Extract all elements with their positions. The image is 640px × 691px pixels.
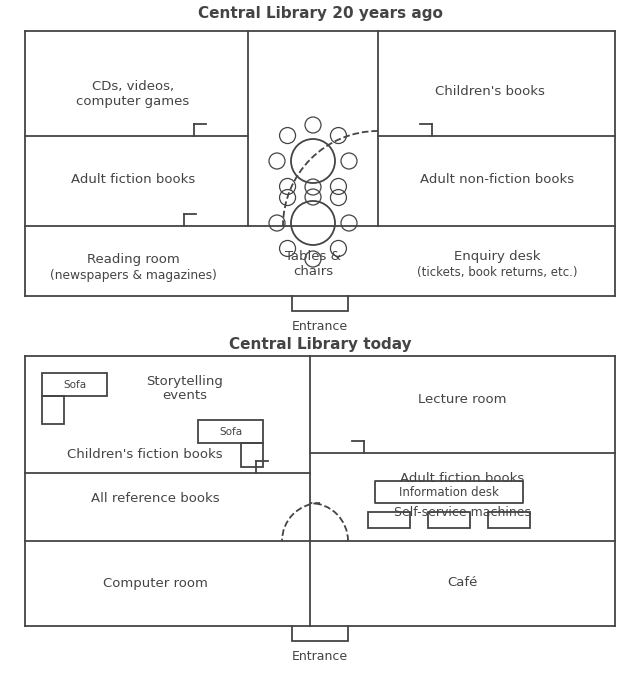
Bar <box>428 512 470 528</box>
Text: Central Library 20 years ago: Central Library 20 years ago <box>198 6 442 21</box>
Bar <box>42 373 107 396</box>
Text: Children's books: Children's books <box>435 84 545 97</box>
Text: Sofa: Sofa <box>63 379 86 390</box>
Text: Sofa: Sofa <box>219 426 242 437</box>
Text: Tables &: Tables & <box>285 249 341 263</box>
Text: Reading room: Reading room <box>86 252 179 265</box>
Text: Adult non-fiction books: Adult non-fiction books <box>420 173 574 185</box>
Text: All reference books: All reference books <box>91 493 220 506</box>
Bar <box>488 512 530 528</box>
Bar <box>198 420 263 443</box>
Text: Information desk: Information desk <box>399 486 499 498</box>
Bar <box>375 481 523 503</box>
Text: Entrance: Entrance <box>292 320 348 333</box>
Text: Lecture room: Lecture room <box>418 392 506 406</box>
Text: events: events <box>163 388 207 401</box>
Text: Central Library today: Central Library today <box>228 337 412 352</box>
Text: Adult fiction books: Adult fiction books <box>400 473 524 486</box>
Text: Children's fiction books: Children's fiction books <box>67 448 223 462</box>
Text: CDs, videos,: CDs, videos, <box>92 79 174 93</box>
Bar <box>292 626 348 641</box>
Bar <box>42 396 64 424</box>
Text: Self-service machines: Self-service machines <box>394 507 531 520</box>
Text: Enquiry desk: Enquiry desk <box>454 249 540 263</box>
Text: (newspapers & magazines): (newspapers & magazines) <box>49 269 216 281</box>
Text: Storytelling: Storytelling <box>147 375 223 388</box>
Bar <box>241 443 263 467</box>
Text: chairs: chairs <box>293 265 333 278</box>
Text: Café: Café <box>447 576 477 589</box>
Bar <box>292 296 348 311</box>
Text: (tickets, book returns, etc.): (tickets, book returns, etc.) <box>417 265 577 278</box>
Text: Adult fiction books: Adult fiction books <box>71 173 195 185</box>
Text: computer games: computer games <box>76 95 189 108</box>
Text: Entrance: Entrance <box>292 650 348 663</box>
Text: Computer room: Computer room <box>102 576 207 589</box>
Bar <box>368 512 410 528</box>
